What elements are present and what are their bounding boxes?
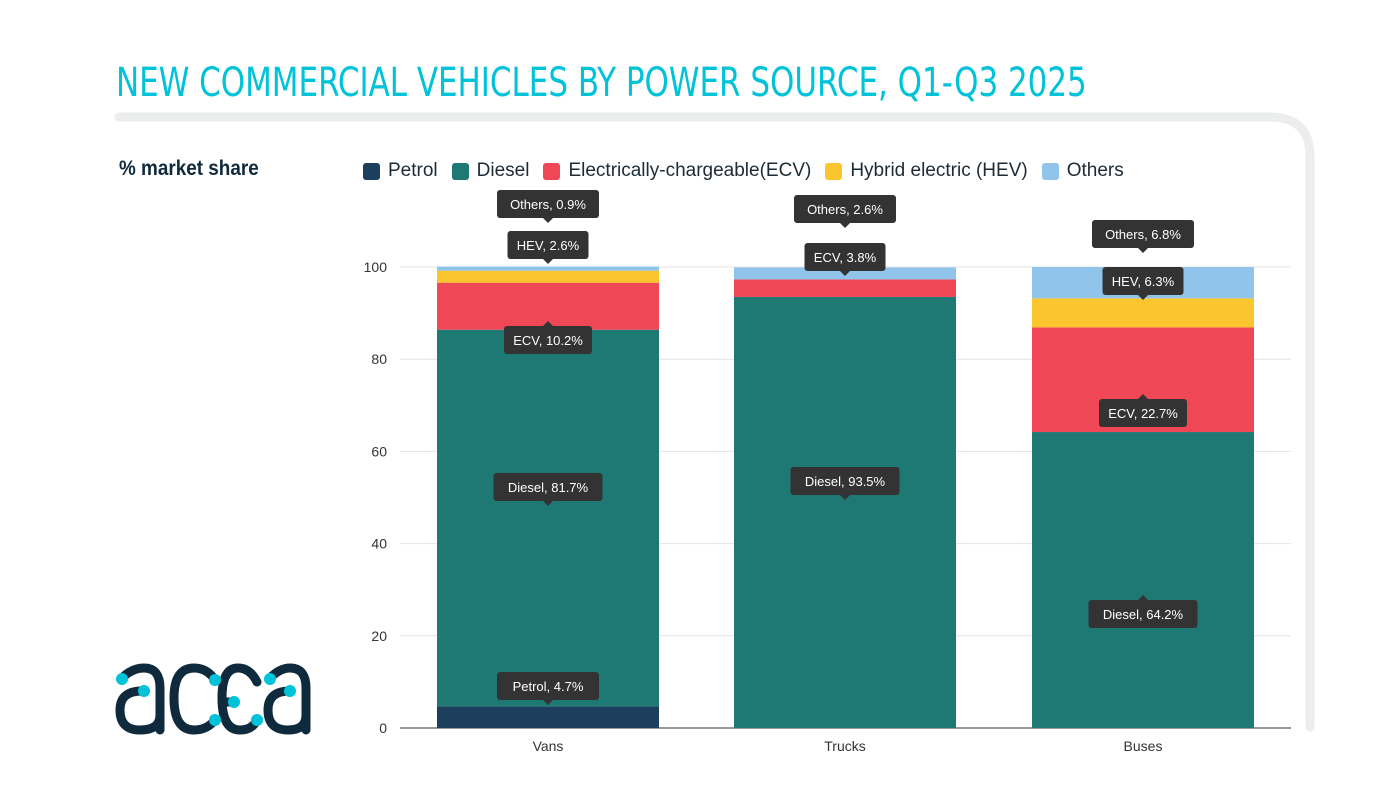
legend-label: Diesel	[476, 160, 530, 181]
legend-label: Petrol	[388, 160, 438, 181]
y-tick-label: 100	[364, 259, 388, 275]
bar-vans-diesel	[437, 329, 659, 707]
legend-item-others[interactable]: Others	[1041, 160, 1124, 182]
legend-item-hev[interactable]: Hybrid electric (HEV)	[825, 160, 1028, 182]
y-axis-label: % market share	[119, 157, 259, 180]
data-label-trucks-others: Others, 2.6%	[794, 195, 896, 228]
svg-text:Others, 0.9%: Others, 0.9%	[510, 197, 586, 212]
legend-item-diesel[interactable]: Diesel	[451, 160, 530, 182]
y-tick-label: 0	[379, 720, 387, 736]
data-label-buses-diesel: Diesel, 64.2%	[1088, 595, 1198, 628]
legend-item-ecv[interactable]: Electrically-chargeable(ECV)	[543, 160, 811, 182]
legend-item-petrol[interactable]: Petrol	[363, 160, 438, 182]
bar-trucks-diesel	[734, 296, 956, 728]
x-tick-label: Vans	[533, 738, 564, 754]
svg-text:ECV, 22.7%: ECV, 22.7%	[1108, 406, 1178, 421]
legend-swatch	[363, 162, 380, 180]
svg-text:HEV, 2.6%: HEV, 2.6%	[517, 238, 580, 253]
decorative-frame	[114, 112, 1315, 732]
data-label-vans-petrol: Petrol, 4.7%	[497, 672, 599, 705]
legend-label: Others	[1066, 160, 1124, 181]
legend-swatch	[543, 162, 561, 180]
legend: Petrol Diesel Electrically-chargeable(ECV)…	[363, 160, 1124, 182]
bar-buses-hev	[1032, 298, 1254, 328]
data-label-trucks-diesel: Diesel, 93.5%	[790, 467, 900, 500]
acea-logo	[112, 660, 317, 745]
legend-label: Hybrid electric (HEV)	[850, 160, 1028, 181]
svg-text:Others, 2.6%: Others, 2.6%	[807, 202, 883, 217]
svg-text:Diesel, 93.5%: Diesel, 93.5%	[805, 474, 886, 489]
bar-buses-diesel	[1032, 432, 1254, 728]
svg-text:ECV, 3.8%: ECV, 3.8%	[814, 250, 877, 265]
bar-trucks-ecv	[734, 279, 956, 297]
svg-text:ECV, 10.2%: ECV, 10.2%	[513, 333, 583, 348]
bar-vans-hev	[437, 270, 659, 283]
x-tick-label: Trucks	[824, 738, 865, 754]
y-tick-label: 20	[371, 628, 387, 644]
data-label-trucks-ecv: ECV, 3.8%	[804, 243, 886, 276]
svg-text:Diesel, 64.2%: Diesel, 64.2%	[1103, 607, 1184, 622]
data-label-buses-others: Others, 6.8%	[1092, 220, 1194, 253]
svg-text:Diesel, 81.7%: Diesel, 81.7%	[508, 480, 589, 495]
legend-swatch	[451, 162, 469, 180]
data-label-vans-others: Others, 0.9%	[497, 190, 599, 223]
bar-vans-petrol	[437, 706, 659, 728]
legend-swatch	[825, 162, 843, 180]
legend-label: Electrically-chargeable(ECV)	[568, 160, 812, 181]
svg-text:HEV, 6.3%: HEV, 6.3%	[1112, 274, 1175, 289]
data-label-vans-hev: HEV, 2.6%	[507, 231, 589, 264]
svg-text:Others, 6.8%: Others, 6.8%	[1105, 227, 1181, 242]
data-label-buses-hev: HEV, 6.3%	[1102, 267, 1184, 300]
y-tick-label: 40	[371, 536, 387, 552]
x-tick-label: Buses	[1124, 738, 1163, 754]
data-label-vans-diesel: Diesel, 81.7%	[493, 473, 603, 506]
data-label-vans-ecv: ECV, 10.2%	[504, 321, 592, 354]
legend-swatch	[1041, 162, 1059, 180]
chart-title: NEW COMMERCIAL VEHICLES BY POWER SOURCE,…	[116, 60, 1087, 106]
y-tick-label: 60	[371, 443, 387, 459]
data-label-buses-ecv: ECV, 22.7%	[1099, 394, 1187, 427]
svg-text:Petrol, 4.7%: Petrol, 4.7%	[513, 679, 584, 694]
bar-vans-others	[437, 266, 659, 271]
y-tick-label: 80	[371, 351, 387, 367]
